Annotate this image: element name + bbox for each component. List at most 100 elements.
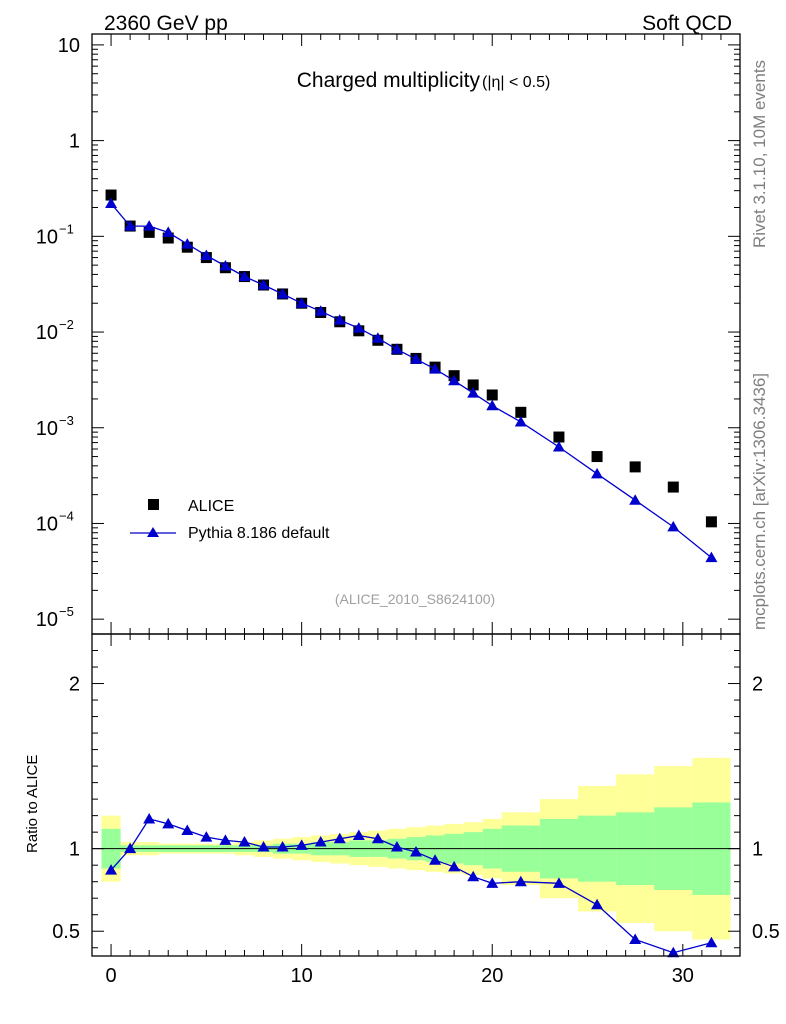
pythia-data-point bbox=[219, 259, 232, 271]
ratio-data-point bbox=[591, 898, 604, 910]
ratio-y-axis-label: Ratio to ALICE bbox=[24, 755, 41, 853]
pythia-data-point bbox=[629, 494, 642, 505]
ratio-panel: 2 2 1 1 0.5 0.5 0 10 20 30 Ratio to ALICE bbox=[24, 633, 780, 987]
pythia-data-point bbox=[667, 520, 680, 532]
main-y-tick-exponent: −2 bbox=[59, 317, 74, 332]
alice-data-point bbox=[486, 389, 498, 401]
pythia-data-point bbox=[514, 415, 527, 427]
alice-data-point bbox=[629, 461, 641, 473]
ratio-data-point bbox=[410, 845, 422, 857]
alice-data-point bbox=[705, 516, 717, 528]
ratio-data-point bbox=[105, 864, 118, 875]
pythia-data-point bbox=[143, 220, 156, 231]
pythia-data-point bbox=[333, 314, 346, 325]
pythia-data-point bbox=[105, 197, 118, 209]
ratio-data-point bbox=[162, 817, 175, 829]
pythia-data-point bbox=[314, 305, 327, 316]
ratio-y-tick-label: 0.5 bbox=[52, 921, 80, 943]
main-title: Charged multiplicity bbox=[297, 69, 481, 92]
ratio-y-tick-label-right: 2 bbox=[752, 674, 763, 696]
ratio-data-point bbox=[448, 860, 461, 872]
ratio-y-tick-label: 2 bbox=[69, 674, 80, 696]
legend-label-alice: ALICE bbox=[188, 498, 234, 515]
ratio-data-point bbox=[181, 824, 194, 836]
ratio-data-point bbox=[486, 877, 499, 888]
legend-marker-alice bbox=[148, 499, 159, 510]
ratio-data-point bbox=[371, 832, 384, 844]
alice-data-point bbox=[591, 451, 603, 463]
x-tick-label: 20 bbox=[481, 965, 503, 987]
main-y-tick-label: 1 bbox=[69, 131, 80, 153]
ratio-y-tick-label-right: 1 bbox=[752, 839, 763, 861]
ratio-data-point bbox=[276, 841, 289, 852]
ratio-plot-frame bbox=[91, 633, 741, 957]
main-panel: Charged multiplicity (|η| < 0.5) (ALICE_… bbox=[36, 33, 741, 635]
ratio-y-tick-label: 1 bbox=[69, 839, 80, 861]
pythia-data-point bbox=[371, 332, 384, 343]
ratio-data-point bbox=[352, 829, 365, 840]
pythia-data-point bbox=[429, 363, 442, 374]
pythia-data-point bbox=[124, 220, 137, 231]
pythia-data-point bbox=[467, 387, 480, 398]
main-title-eta-range: (|η| < 0.5) bbox=[482, 74, 550, 91]
watermark-label: (ALICE_2010_S8624100) bbox=[335, 591, 495, 607]
rivet-version-label: Rivet 3.1.10, 10M events bbox=[750, 60, 769, 248]
pythia-data-point bbox=[591, 467, 604, 479]
legend-label-pythia: Pythia 8.186 default bbox=[188, 525, 330, 542]
ratio-data-point bbox=[333, 832, 346, 844]
main-y-tick-exponent: −3 bbox=[59, 413, 74, 428]
ratio-data-point bbox=[667, 946, 680, 958]
pythia-data-point bbox=[162, 226, 175, 237]
pythia-data-point bbox=[448, 374, 461, 386]
ratio-data-point bbox=[124, 842, 137, 854]
ratio-data-point bbox=[219, 834, 232, 845]
ratio-y-tick-label-right: 0.5 bbox=[752, 921, 780, 943]
energy-label: 2360 GeV pp bbox=[104, 12, 228, 35]
pythia-data-point bbox=[181, 238, 194, 249]
ratio-data-point bbox=[429, 854, 442, 865]
alice-data-point bbox=[553, 431, 565, 443]
pythia-data-point bbox=[410, 353, 422, 364]
ratio-data-point bbox=[314, 836, 327, 847]
main-y-tick-label: 10 bbox=[58, 35, 80, 57]
pythia-data-point bbox=[295, 297, 308, 308]
main-y-tick-exponent: −4 bbox=[59, 508, 74, 523]
pythia-data-point bbox=[486, 399, 499, 411]
alice-data-point bbox=[667, 481, 679, 493]
alice-data-point bbox=[143, 226, 155, 238]
alice-data-point bbox=[105, 189, 117, 201]
ratio-data-point bbox=[200, 831, 213, 842]
process-label: Soft QCD bbox=[642, 12, 732, 35]
ratio-data-point bbox=[467, 870, 480, 882]
pythia-data-point bbox=[390, 343, 403, 354]
alice-data-point bbox=[467, 379, 479, 391]
ratio-data-point bbox=[257, 841, 270, 852]
x-tick-label: 30 bbox=[672, 965, 694, 987]
main-y-tick-label: 10 bbox=[36, 609, 58, 631]
legend-marker-pythia bbox=[147, 527, 159, 537]
ratio-data-point bbox=[705, 936, 718, 948]
ratio-data-point bbox=[390, 841, 403, 852]
pythia-data-point bbox=[238, 270, 251, 282]
alice-data-point bbox=[162, 232, 174, 244]
x-tick-label: 0 bbox=[105, 965, 116, 987]
mcplots-label: mcplots.cern.ch [arXiv:1306.3436] bbox=[750, 373, 769, 630]
pythia-data-point bbox=[276, 287, 289, 299]
pythia-data-point bbox=[257, 279, 270, 290]
main-y-tick-label: 10 bbox=[36, 322, 58, 344]
pythia-data-point bbox=[200, 249, 213, 261]
main-plot-frame bbox=[91, 33, 741, 635]
pythia-data-point bbox=[705, 551, 718, 563]
ratio-data-point bbox=[143, 812, 156, 824]
ratio-data-point bbox=[629, 933, 642, 944]
alice-data-point bbox=[515, 406, 527, 418]
main-y-tick-exponent: −5 bbox=[59, 604, 74, 619]
ratio-data-point bbox=[514, 875, 527, 887]
main-y-tick-label: 10 bbox=[36, 513, 58, 535]
main-y-tick-label: 10 bbox=[36, 226, 58, 248]
x-tick-label: 10 bbox=[291, 965, 313, 987]
pythia-data-point bbox=[352, 322, 365, 333]
legend: ALICE Pythia 8.186 default bbox=[130, 498, 330, 542]
main-y-tick-exponent: −1 bbox=[59, 221, 74, 236]
